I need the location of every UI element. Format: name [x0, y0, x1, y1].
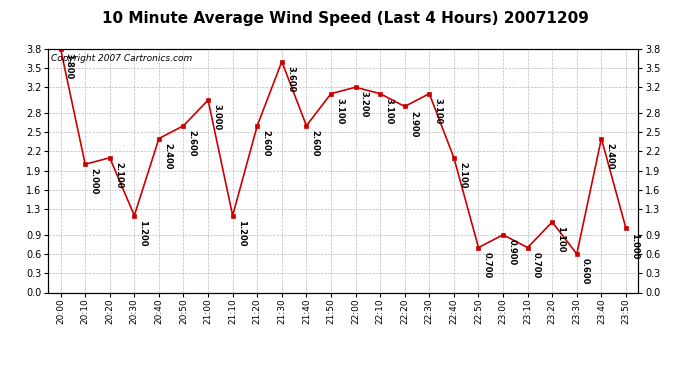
Text: 0.600: 0.600	[581, 258, 590, 285]
Text: 2.000: 2.000	[89, 168, 99, 195]
Text: 10 Minute Average Wind Speed (Last 4 Hours) 20071209: 10 Minute Average Wind Speed (Last 4 Hou…	[101, 11, 589, 26]
Text: 2.600: 2.600	[188, 130, 197, 156]
Text: 3.200: 3.200	[359, 92, 368, 118]
Text: 3.000: 3.000	[213, 104, 221, 130]
Text: 2.900: 2.900	[409, 111, 418, 137]
Text: Copyright 2007 Cartronics.com: Copyright 2007 Cartronics.com	[51, 54, 193, 63]
Text: 3.800: 3.800	[65, 53, 74, 79]
Text: 0.700: 0.700	[532, 252, 541, 278]
Text: 2.100: 2.100	[458, 162, 467, 189]
Text: 0.900: 0.900	[507, 239, 516, 265]
Text: 3.100: 3.100	[335, 98, 344, 124]
Text: 2.600: 2.600	[310, 130, 319, 156]
Text: 0.700: 0.700	[482, 252, 492, 278]
Text: 3.600: 3.600	[286, 66, 295, 92]
Text: 1.100: 1.100	[556, 226, 565, 253]
Text: 2.400: 2.400	[163, 143, 172, 169]
Text: 1.200: 1.200	[237, 220, 246, 246]
Text: 1.200: 1.200	[139, 220, 148, 246]
Text: 1.000: 1.000	[630, 232, 639, 259]
Text: 2.600: 2.600	[262, 130, 270, 156]
Text: 2.100: 2.100	[114, 162, 123, 189]
Text: 3.100: 3.100	[384, 98, 393, 124]
Text: 2.400: 2.400	[606, 143, 615, 169]
Text: 3.100: 3.100	[433, 98, 442, 124]
